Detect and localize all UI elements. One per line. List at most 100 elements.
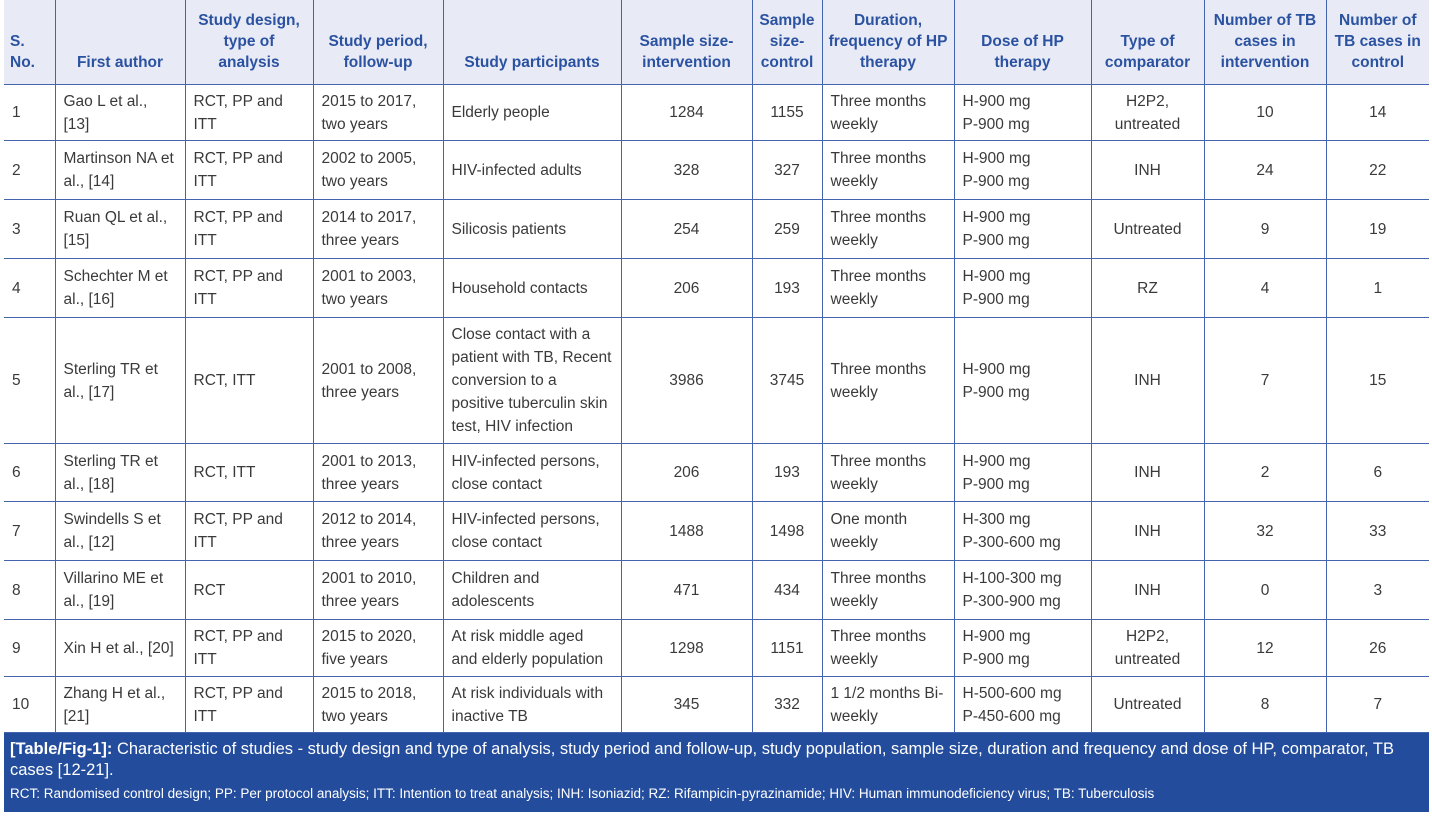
cell-study-design: RCT [184, 560, 314, 620]
cell-tb-cases-intervention: 7 [1203, 317, 1327, 444]
cell-tb-cases-intervention: 9 [1203, 199, 1327, 259]
cell-study-period: 2001 to 2008, three years [312, 317, 444, 444]
cell-study-period: 2001 to 2013, three years [312, 443, 444, 502]
cell-sample-size-control: 332 [751, 676, 823, 733]
cell-sample-size-control: 1498 [751, 501, 823, 561]
cell-study-participants: Silicosis patients [442, 199, 622, 259]
cell-serial-no: 9 [4, 619, 56, 677]
cell-comparator: INH [1090, 560, 1205, 620]
table-row: 3 Ruan QL et al., [15] RCT, PP and ITT 2014… [4, 199, 1429, 259]
cell-dose: H-500-600 mg P-450-600 mg [953, 676, 1092, 733]
cell-serial-no: 1 [4, 84, 56, 141]
cell-dose: H-900 mg P-900 mg [953, 443, 1092, 502]
cell-study-participants: Children and adolescents [442, 560, 622, 620]
cell-tb-cases-control: 19 [1325, 199, 1429, 259]
cell-first-author: Martinson NA et al., [14] [54, 140, 186, 200]
cell-duration-frequency: 1 1/2 months Bi-weekly [821, 676, 955, 733]
cell-serial-no: 7 [4, 501, 56, 561]
cell-serial-no: 6 [4, 443, 56, 502]
cell-dose: H-900 mg P-900 mg [953, 84, 1092, 141]
cell-first-author: Ruan QL et al., [15] [54, 199, 186, 259]
cell-dose: H-900 mg P-900 mg [953, 258, 1092, 318]
cell-serial-no: 8 [4, 560, 56, 620]
table-row: 7 Swindells S et al., [12] RCT, PP and ITT… [4, 501, 1429, 561]
cell-dose: H-900 mg P-900 mg [953, 317, 1092, 444]
study-characteristics-table: S. No. First author Study design, type of … [4, 0, 1429, 733]
cell-duration-frequency: Three months weekly [821, 84, 955, 141]
caption-label: [Table/Fig-1]: [10, 740, 113, 758]
header-sample-size-intervention: Sample size-intervention [620, 0, 753, 85]
cell-study-design: RCT, PP and ITT [184, 501, 314, 561]
cell-tb-cases-control: 26 [1325, 619, 1429, 677]
header-serial-no: S. No. [4, 0, 56, 85]
cell-study-participants: Household contacts [442, 258, 622, 318]
cell-sample-size-control: 1151 [751, 619, 823, 677]
cell-duration-frequency: Three months weekly [821, 560, 955, 620]
cell-dose: H-900 mg P-900 mg [953, 199, 1092, 259]
cell-study-period: 2002 to 2005, two years [312, 140, 444, 200]
cell-first-author: Xin H et al., [20] [54, 619, 186, 677]
cell-sample-size-intervention: 3986 [620, 317, 753, 444]
cell-study-design: RCT, PP and ITT [184, 619, 314, 677]
cell-tb-cases-intervention: 24 [1203, 140, 1327, 200]
cell-first-author: Zhang H et al., [21] [54, 676, 186, 733]
cell-dose: H-900 mg P-900 mg [953, 140, 1092, 200]
cell-study-participants: At risk middle aged and elderly populati… [442, 619, 622, 677]
cell-sample-size-control: 1155 [751, 84, 823, 141]
cell-dose: H-100-300 mg P-300-900 mg [953, 560, 1092, 620]
cell-sample-size-intervention: 1488 [620, 501, 753, 561]
table-row: 6 Sterling TR et al., [18] RCT, ITT 2001 to… [4, 443, 1429, 502]
cell-sample-size-control: 3745 [751, 317, 823, 444]
table-row: 2 Martinson NA et al., [14] RCT, PP and IT… [4, 140, 1429, 200]
cell-tb-cases-control: 7 [1325, 676, 1429, 733]
cell-sample-size-intervention: 328 [620, 140, 753, 200]
cell-duration-frequency: Three months weekly [821, 443, 955, 502]
cell-comparator: Untreated [1090, 676, 1205, 733]
cell-comparator: RZ [1090, 258, 1205, 318]
cell-tb-cases-control: 15 [1325, 317, 1429, 444]
cell-comparator: H2P2, untreated [1090, 84, 1205, 141]
cell-study-period: 2001 to 2003, two years [312, 258, 444, 318]
cell-first-author: Gao L et al., [13] [54, 84, 186, 141]
cell-study-participants: Close contact with a patient with TB, Re… [442, 317, 622, 444]
cell-comparator: INH [1090, 501, 1205, 561]
cell-dose: H-900 mg P-900 mg [953, 619, 1092, 677]
cell-study-participants: HIV-infected persons, close contact [442, 443, 622, 502]
cell-sample-size-control: 193 [751, 258, 823, 318]
cell-comparator: INH [1090, 443, 1205, 502]
caption-abbreviations: RCT: Randomised control design; PP: Per … [10, 786, 1155, 801]
cell-tb-cases-control: 3 [1325, 560, 1429, 620]
cell-tb-cases-control: 33 [1325, 501, 1429, 561]
table-caption: [Table/Fig-1]: Characteristic of studies… [4, 733, 1429, 812]
cell-tb-cases-control: 14 [1325, 84, 1429, 141]
header-first-author: First author [54, 0, 186, 85]
cell-sample-size-control: 193 [751, 443, 823, 502]
table-row: 10 Zhang H et al., [21] RCT, PP and ITT 201… [4, 676, 1429, 733]
cell-study-period: 2015 to 2017, two years [312, 84, 444, 141]
cell-tb-cases-control: 1 [1325, 258, 1429, 318]
cell-comparator: Untreated [1090, 199, 1205, 259]
cell-study-participants: HIV-infected persons, close contact [442, 501, 622, 561]
cell-study-period: 2015 to 2018, two years [312, 676, 444, 733]
cell-duration-frequency: Three months weekly [821, 199, 955, 259]
cell-serial-no: 4 [4, 258, 56, 318]
cell-study-participants: At risk individuals with inactive TB [442, 676, 622, 733]
cell-study-participants: Elderly people [442, 84, 622, 141]
cell-sample-size-intervention: 1284 [620, 84, 753, 141]
cell-first-author: Swindells S et al., [12] [54, 501, 186, 561]
cell-study-design: RCT, PP and ITT [184, 140, 314, 200]
cell-study-design: RCT, PP and ITT [184, 84, 314, 141]
cell-sample-size-intervention: 206 [620, 258, 753, 318]
cell-study-period: 2012 to 2014, three years [312, 501, 444, 561]
cell-comparator: INH [1090, 140, 1205, 200]
cell-first-author: Schechter M et al., [16] [54, 258, 186, 318]
cell-study-design: RCT, PP and ITT [184, 258, 314, 318]
cell-serial-no: 10 [4, 676, 56, 733]
cell-tb-cases-control: 22 [1325, 140, 1429, 200]
study-characteristics-table-figure: S. No. First author Study design, type of … [4, 0, 1429, 812]
cell-duration-frequency: Three months weekly [821, 140, 955, 200]
cell-tb-cases-intervention: 8 [1203, 676, 1327, 733]
cell-study-period: 2014 to 2017, three years [312, 199, 444, 259]
cell-tb-cases-control: 6 [1325, 443, 1429, 502]
table-row: 9 Xin H et al., [20] RCT, PP and ITT 2015 t… [4, 619, 1429, 677]
